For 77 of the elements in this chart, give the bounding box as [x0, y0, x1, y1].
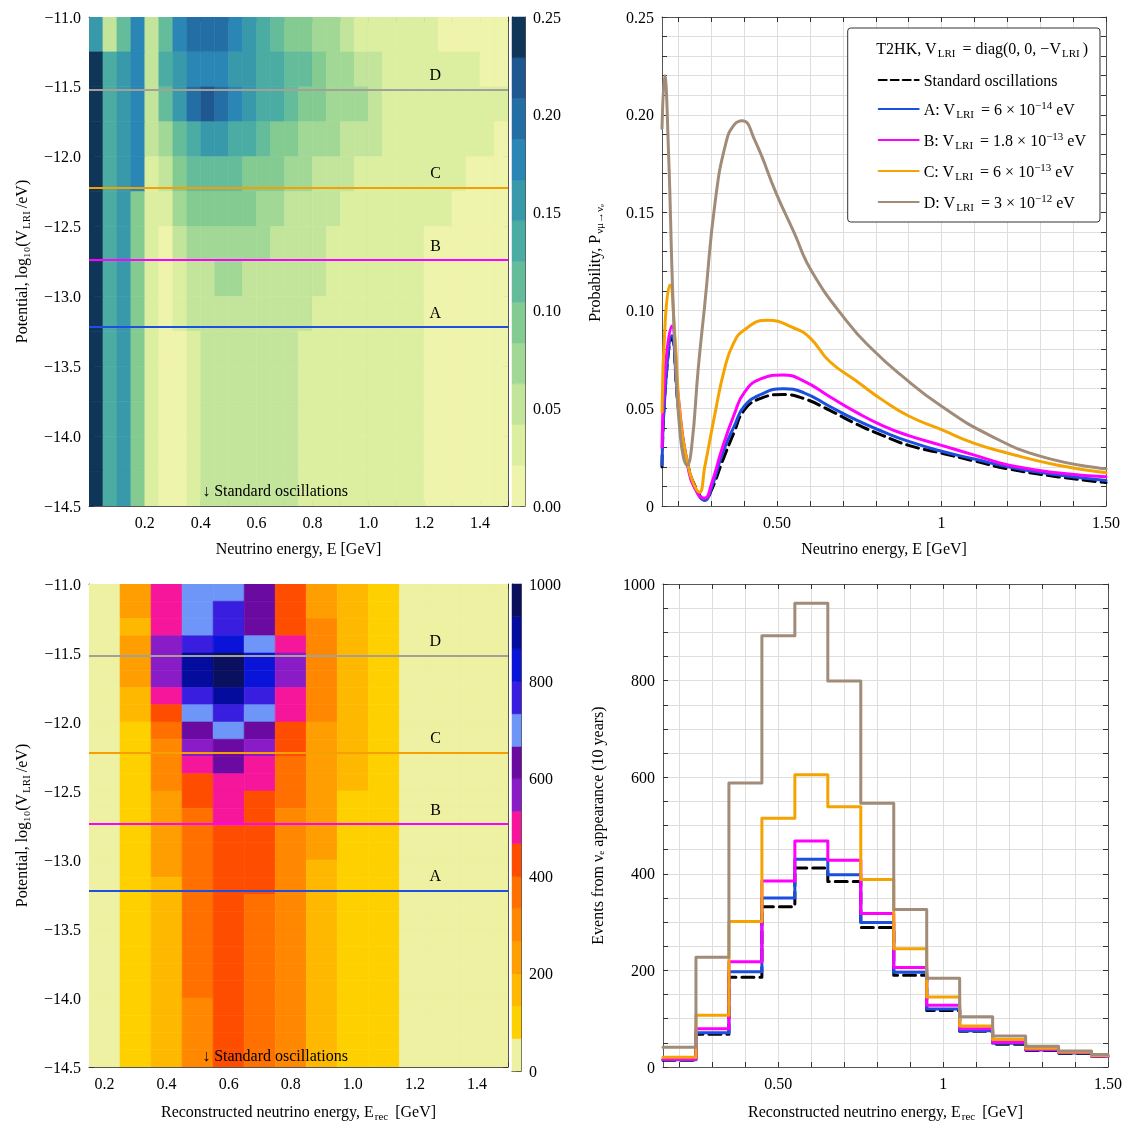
- x-tick-label: 0.2: [134, 513, 155, 531]
- x-tick-label: 0.50: [764, 1074, 793, 1092]
- y-tick-label: 0: [647, 1058, 655, 1076]
- y-tick-label: −14.0: [43, 427, 81, 445]
- ref-line-label: D: [429, 632, 441, 650]
- x-tick-label: 1.0: [358, 513, 379, 531]
- ref-line-label: A: [429, 303, 442, 321]
- x-tick-label: 0.4: [190, 513, 211, 531]
- x-tick-label: 1.4: [466, 1074, 487, 1092]
- x-tick-label: 1.2: [414, 513, 435, 531]
- y-tick-label: −11.5: [44, 644, 81, 662]
- y-tick-label: −12.5: [43, 218, 81, 236]
- y-tick-label: 800: [631, 672, 655, 690]
- color-bar-label: 0.00: [533, 497, 561, 515]
- ref-line-label: B: [430, 800, 441, 818]
- y-tick-label: −12.5: [43, 782, 81, 800]
- x-tick-label: 1.50: [1094, 1074, 1122, 1092]
- ref-line-label: B: [430, 236, 441, 254]
- y-tick-label: −13.5: [43, 920, 81, 938]
- y-tick-label: 0.20: [626, 106, 654, 124]
- y-axis-title: Probability, Pνμ→νₑ: [585, 204, 605, 322]
- x-tick-label: 1.2: [404, 1074, 425, 1092]
- y-tick-label: −11.0: [44, 8, 81, 26]
- x-tick-label: 1.50: [1092, 513, 1120, 531]
- y-tick-label: 1000: [623, 575, 655, 593]
- ref-line-label: C: [430, 163, 441, 181]
- y-tick-label: 0.05: [626, 399, 654, 417]
- x-tick-label: 1.0: [342, 1074, 363, 1092]
- y-axis-title: Potential, log₁₀(VLRI/eV): [12, 179, 32, 344]
- x-tick-label: 0.8: [302, 513, 323, 531]
- x-axis-title: Neutrino energy, E [GeV]: [215, 539, 382, 558]
- ref-line-label: C: [430, 728, 441, 746]
- y-tick-label: 600: [631, 768, 655, 786]
- y-tick-label: 0.25: [626, 8, 654, 26]
- y-axis-title: Potential, log₁₀(VLRI/eV): [12, 743, 32, 908]
- color-bar-label: 0.05: [533, 399, 561, 417]
- x-tick-label: 1: [937, 513, 946, 531]
- color-bar-label: 400: [529, 867, 553, 885]
- y-tick-label: −11.0: [44, 575, 81, 593]
- legend-label: Standard oscillations: [923, 71, 1058, 89]
- y-tick-label: −13.0: [43, 287, 81, 305]
- x-tick-label: 0.6: [246, 513, 267, 531]
- x-tick-label: 0.4: [156, 1074, 177, 1092]
- x-tick-label: 0.2: [94, 1074, 115, 1092]
- y-tick-label: −13.5: [43, 357, 81, 375]
- y-axis-title: Events from νₑ appearance (10 years): [588, 706, 607, 945]
- y-tick-label: −13.0: [43, 851, 81, 869]
- color-bar-label: 0: [529, 1062, 537, 1080]
- color-bar-label: 200: [529, 965, 553, 983]
- y-tick-label: −14.0: [43, 989, 81, 1007]
- ref-line-label: D: [429, 66, 441, 84]
- ref-line-label: A: [429, 866, 442, 884]
- y-tick-label: −14.5: [43, 497, 81, 515]
- x-tick-label: 0.6: [218, 1074, 239, 1092]
- y-tick-label: −14.5: [43, 1058, 81, 1076]
- y-tick-label: −11.5: [44, 78, 81, 96]
- x-tick-label: 0.50: [763, 513, 792, 531]
- y-tick-label: −12.0: [43, 713, 81, 731]
- color-bar-label: 0.15: [533, 204, 561, 222]
- x-tick-label: 1: [939, 1074, 948, 1092]
- x-axis-title: Neutrino energy, E [GeV]: [801, 539, 967, 558]
- color-bar-label: 600: [529, 770, 553, 788]
- y-tick-label: 0.15: [626, 204, 654, 222]
- x-tick-label: 0.8: [280, 1074, 301, 1092]
- y-tick-label: −12.0: [43, 148, 81, 166]
- color-bar-label: 0.20: [533, 106, 561, 124]
- color-bar-label: 0.25: [533, 8, 561, 26]
- annotation: ↓ Standard oscillations: [202, 481, 348, 499]
- y-tick-label: 400: [631, 865, 655, 883]
- y-tick-label: 0.10: [626, 301, 654, 319]
- x-tick-label: 1.4: [470, 513, 491, 531]
- annotation: ↓ Standard oscillations: [202, 1046, 348, 1064]
- y-tick-label: 0: [646, 497, 654, 515]
- color-bar-label: 0.10: [533, 301, 561, 319]
- color-bar-label: 800: [529, 672, 553, 690]
- color-bar-label: 1000: [529, 575, 561, 593]
- y-tick-label: 200: [631, 961, 655, 979]
